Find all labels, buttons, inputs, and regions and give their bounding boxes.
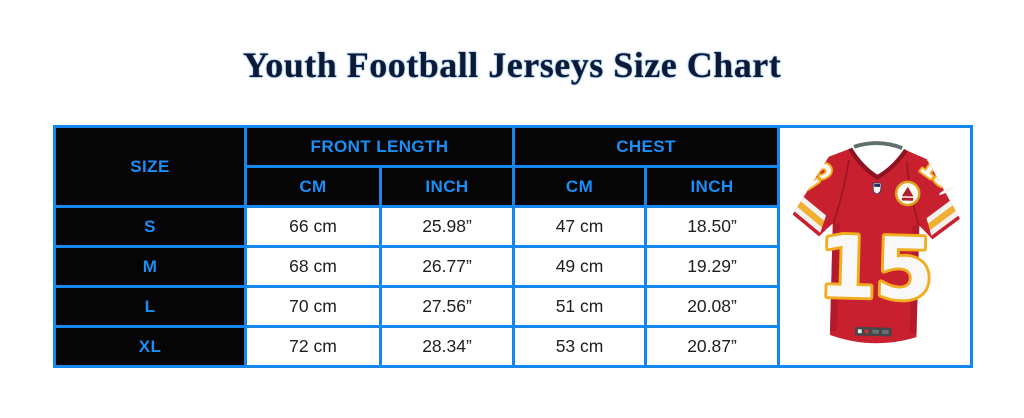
jersey-image-cell: 15 15 — [777, 125, 974, 368]
chest-number: 15 — [816, 217, 933, 319]
cell-front-inch: 25.98” — [378, 205, 516, 248]
football-jersey-illustration: 15 15 — [791, 141, 961, 344]
subheader-front-cm: CM — [244, 165, 382, 208]
table-row: XL 72 cm 28.34” 53 cm 20.87” — [53, 325, 972, 368]
subheader-chest-cm: CM — [512, 165, 648, 208]
cell-front-cm: 68 cm — [244, 245, 382, 288]
cell-chest-inch: 18.50” — [644, 205, 781, 248]
table-row: S 66 cm 25.98” 47 cm 18.50” — [53, 205, 972, 248]
column-header-size: SIZE — [53, 125, 247, 208]
subheader-front-inch: INCH — [378, 165, 516, 208]
cell-chest-inch: 19.29” — [644, 245, 781, 288]
vneck-collar — [847, 147, 908, 180]
cell-chest-cm: 47 cm — [512, 205, 648, 248]
row-size-label: M — [53, 245, 247, 288]
cell-front-cm: 72 cm — [244, 325, 382, 368]
page-title: Youth Football Jerseys Size Chart — [242, 45, 782, 85]
cell-chest-inch: 20.87” — [644, 325, 781, 368]
cell-front-cm: 70 cm — [244, 285, 382, 328]
nike-swoosh-icon — [938, 186, 955, 196]
row-size-label: L — [53, 285, 247, 328]
jock-tag — [854, 326, 892, 337]
subheader-chest-inch: INCH — [644, 165, 781, 208]
nfl-shield-icon — [872, 182, 881, 195]
cell-chest-cm: 53 cm — [512, 325, 648, 368]
jersey-image: 15 15 — [780, 128, 970, 365]
collar-binding — [852, 141, 903, 150]
team-patch-icon — [894, 180, 921, 207]
cell-front-cm: 66 cm — [244, 205, 382, 248]
table-row: M 68 cm 26.77” 49 cm 19.29” — [53, 245, 972, 288]
size-chart-table: SIZE FRONT LENGTH CHEST — [53, 125, 974, 368]
cell-front-inch: 28.34” — [378, 325, 516, 368]
cell-front-inch: 27.56” — [378, 285, 516, 328]
row-size-label: S — [53, 205, 247, 248]
column-header-front-length: FRONT LENGTH — [243, 125, 516, 168]
cell-chest-inch: 20.08” — [644, 285, 781, 328]
column-header-chest: CHEST — [512, 125, 781, 168]
cell-chest-cm: 49 cm — [512, 245, 648, 288]
row-size-label: XL — [53, 325, 247, 368]
table-row: L 70 cm 27.56” 51 cm 20.08” — [53, 285, 972, 328]
cell-front-inch: 26.77” — [378, 245, 516, 288]
cell-chest-cm: 51 cm — [512, 285, 648, 328]
